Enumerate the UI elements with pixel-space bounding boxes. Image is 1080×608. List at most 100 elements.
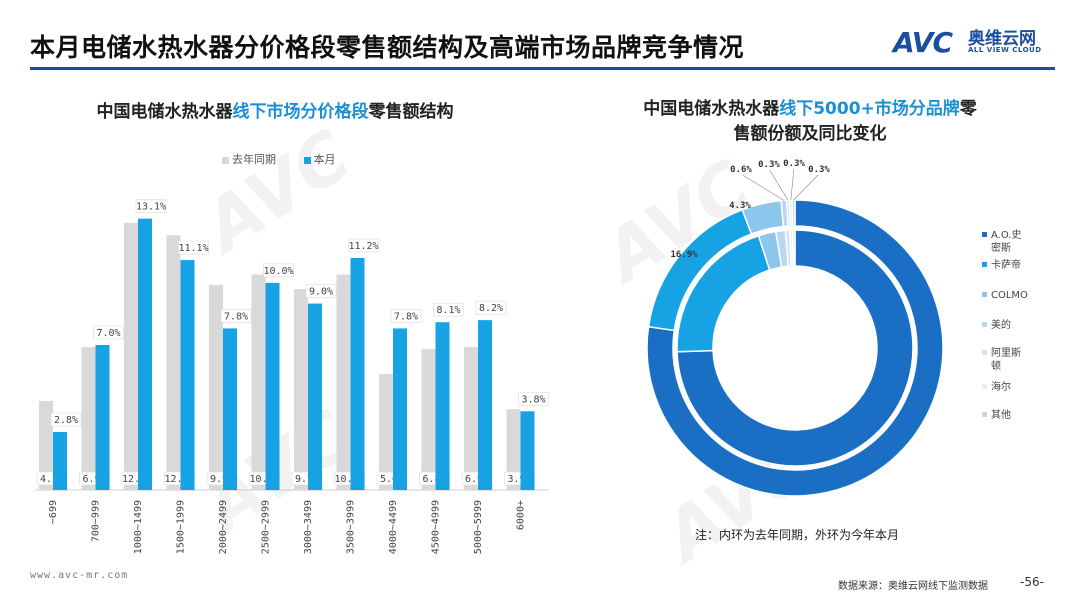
bar-this-month bbox=[138, 218, 152, 490]
data-label: 9.0% bbox=[309, 287, 333, 298]
page-title: 本月电储水热水器分价格段零售额结构及高端市场品牌竞争情况 bbox=[30, 33, 745, 62]
x-tick-label: 2000~2499 bbox=[218, 500, 229, 554]
bar-last-year bbox=[166, 235, 181, 490]
x-tick-label: 1000~1499 bbox=[133, 500, 144, 554]
x-tick-label: 1500~1999 bbox=[176, 500, 187, 554]
bar-this-month bbox=[53, 432, 67, 490]
data-label-bg bbox=[305, 284, 337, 298]
slice-label: 4.3% bbox=[729, 201, 751, 211]
legend-swatch bbox=[982, 322, 987, 327]
data-label: 6.8% bbox=[422, 474, 446, 485]
outer-ring-slice bbox=[791, 199, 796, 227]
legend-item-this-month: 本月 bbox=[303, 151, 336, 167]
data-label: 4.3% bbox=[40, 474, 64, 485]
bar-this-month bbox=[265, 282, 280, 490]
data-label: 6.9% bbox=[465, 474, 489, 485]
data-source: 数据来源：奥维云网线下监测数据 bbox=[838, 581, 988, 592]
bar-this-month bbox=[350, 258, 365, 490]
data-label-bg bbox=[50, 412, 82, 427]
avc-logo: AVC 奥维云网 ALL VIEW CLOUD bbox=[893, 22, 1053, 62]
header-divider bbox=[30, 67, 1055, 70]
right-title-highlight: 线下5000+市场分品牌 bbox=[779, 99, 960, 119]
outer-ring-slice bbox=[646, 199, 944, 497]
inner-ring-slice bbox=[676, 229, 914, 467]
left-title-pre: 中国电储水热水器 bbox=[96, 102, 233, 122]
data-label-bg bbox=[135, 199, 167, 213]
bar-last-year bbox=[506, 409, 521, 490]
x-tick-label: 700~999 bbox=[91, 500, 102, 542]
legend-label: 美的 bbox=[991, 320, 1011, 331]
x-tick-label: 4500~4999 bbox=[431, 500, 442, 554]
data-label: 12.3% bbox=[164, 474, 194, 485]
label-leader-line bbox=[790, 167, 795, 201]
x-tick-label: 6000+ bbox=[516, 500, 527, 530]
legend-swatch bbox=[982, 384, 987, 389]
x-tick-label: 3500~3999 bbox=[346, 500, 357, 554]
data-label: 9.7% bbox=[295, 474, 319, 485]
data-label: 9.9% bbox=[210, 474, 234, 485]
left-title-post: 零售额结构 bbox=[368, 102, 454, 122]
data-label-bg bbox=[390, 309, 422, 323]
bar-this-month bbox=[180, 260, 195, 490]
slice-label: 77.3% bbox=[861, 485, 889, 495]
label-leader-line bbox=[740, 173, 785, 201]
data-label-bg bbox=[518, 391, 549, 406]
data-label: 7.8% bbox=[224, 311, 248, 322]
logo-en: ALL VIEW CLOUD bbox=[968, 46, 1042, 54]
legend-label: 其他 bbox=[991, 410, 1011, 421]
bar-this-month bbox=[393, 328, 407, 490]
data-label-bg bbox=[475, 300, 507, 315]
logo-mark: AVC bbox=[893, 26, 953, 59]
right-title-post: 零 bbox=[959, 99, 977, 119]
legend-label: 本月 bbox=[313, 153, 336, 166]
data-label-bg bbox=[728, 163, 754, 175]
data-label-bg bbox=[263, 263, 294, 278]
data-label-bg bbox=[781, 158, 807, 169]
right-chart-title: 中国电储水热水器线下5000+市场分品牌零 售额份额及同比变化 bbox=[600, 97, 1020, 147]
x-tick-label: 5000~5999 bbox=[473, 500, 484, 554]
data-label: 3.8% bbox=[521, 394, 545, 405]
slice-label: 0.3% bbox=[758, 160, 780, 170]
data-label: 8.2% bbox=[479, 303, 503, 314]
x-tick-label: 2500~2999 bbox=[261, 500, 272, 554]
data-label-bg bbox=[348, 238, 379, 253]
slice-label: 0.6% bbox=[730, 165, 752, 175]
legend-label: A.O.史 密斯 bbox=[991, 230, 1022, 254]
data-label-bg bbox=[756, 158, 782, 170]
chart-note: 注：内环为去年同期，外环为今年本月 bbox=[695, 528, 900, 542]
data-label: 12.9% bbox=[122, 474, 152, 485]
legend-swatch bbox=[982, 232, 987, 237]
legend-swatch bbox=[982, 350, 987, 355]
legend-item-last-year: 去年同期 bbox=[222, 151, 276, 167]
data-label: 7.8% bbox=[394, 311, 418, 322]
x-tick-label: ~699 bbox=[48, 500, 59, 524]
bar-last-year bbox=[209, 284, 223, 490]
data-label: 10.4% bbox=[249, 474, 279, 485]
data-label: 13.1% bbox=[136, 202, 166, 213]
data-label-bg bbox=[178, 240, 209, 255]
bar-last-year bbox=[39, 400, 53, 490]
bar-this-month bbox=[223, 328, 237, 490]
data-label: 11.1% bbox=[178, 243, 208, 254]
data-label: 11.2% bbox=[348, 241, 378, 252]
legend-swatch bbox=[303, 156, 311, 164]
data-label-bg bbox=[806, 163, 832, 175]
x-tick-label: 3000~3499 bbox=[303, 500, 314, 554]
footer-url: www.avc-mr.com bbox=[30, 570, 129, 581]
slice-label: 0.3% bbox=[783, 159, 805, 169]
bar-last-year bbox=[464, 347, 478, 490]
legend-swatch bbox=[982, 262, 987, 267]
right-title-pre: 中国电储水热水器 bbox=[643, 99, 780, 119]
data-label-bg bbox=[93, 325, 124, 340]
price-segment-bar-chart: 4.3% 2.8% ~699 6.9% 7.0% 700~999 12.9% 13.1% 100… bbox=[35, 199, 549, 554]
legend-swatch bbox=[222, 156, 229, 164]
legend-swatch bbox=[982, 412, 987, 417]
data-label: 2.8% bbox=[54, 415, 78, 426]
left-chart-legend: 去年同期 本月 bbox=[222, 151, 360, 167]
data-label-bg bbox=[433, 302, 464, 317]
left-chart-title: 中国电储水热水器线下市场分价格段零售额结构 bbox=[40, 97, 510, 122]
left-title-highlight: 线下市场分价格段 bbox=[232, 102, 369, 122]
right-title-line2: 售额份额及同比变化 bbox=[733, 124, 887, 144]
bar-this-month bbox=[478, 320, 492, 490]
bar-last-year bbox=[379, 374, 393, 490]
